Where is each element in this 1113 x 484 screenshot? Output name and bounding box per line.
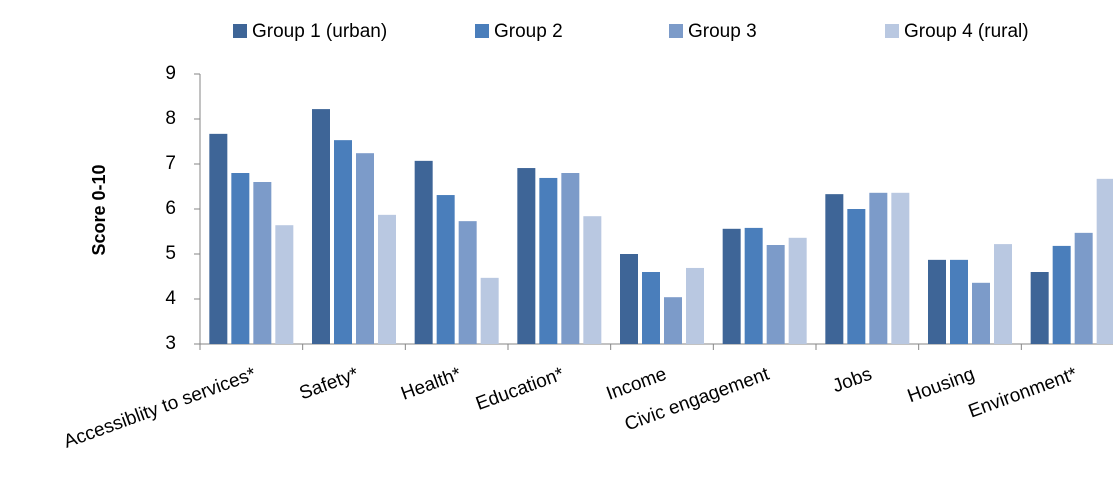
bar: [620, 254, 638, 344]
bar: [1074, 232, 1093, 344]
bar: [561, 173, 580, 344]
y-axis-label: Score 0-10: [89, 164, 109, 255]
y-tick-label: 9: [165, 63, 176, 84]
bar: [891, 192, 910, 344]
y-tick-label: 8: [165, 108, 176, 129]
bar: [847, 209, 866, 344]
legend-label: Group 1 (urban): [252, 21, 387, 42]
bar: [869, 192, 888, 344]
legend-swatch: [885, 24, 899, 38]
bar: [1052, 245, 1071, 344]
bar: [664, 297, 682, 344]
bar: [642, 272, 660, 344]
bar: [253, 182, 272, 344]
bar: [1030, 272, 1049, 344]
bar: [480, 277, 499, 344]
bar: [312, 109, 330, 344]
bar: [928, 259, 946, 344]
bar: [517, 168, 536, 344]
legend-label: Group 4 (rural): [904, 21, 1029, 42]
x-tick-label: Health*: [398, 363, 464, 404]
bar: [539, 177, 558, 344]
bar: [744, 227, 763, 344]
bar: [414, 160, 433, 344]
bar: [231, 173, 250, 344]
bar: [766, 245, 785, 344]
bar: [788, 237, 807, 344]
bar: [436, 195, 455, 344]
x-tick-label: Safety*: [297, 363, 362, 404]
y-tick-label: 6: [165, 198, 176, 219]
legend-swatch: [669, 24, 683, 38]
y-tick-label: 4: [165, 288, 176, 309]
y-tick-label: 3: [165, 333, 176, 354]
bar: [378, 214, 396, 344]
bar: [686, 267, 704, 344]
bar: [334, 140, 352, 344]
bar: [994, 244, 1012, 344]
legend-label: Group 2: [494, 21, 563, 42]
y-tick-label: 5: [165, 243, 176, 264]
bar: [950, 259, 968, 344]
bar: [458, 221, 477, 344]
bar: [722, 228, 741, 344]
x-tick-label: Environment*: [966, 363, 1081, 422]
bar: [356, 153, 374, 344]
bar: [209, 133, 228, 344]
legend-swatch: [233, 24, 247, 38]
x-tick-label: Jobs: [830, 364, 875, 397]
bar: [275, 225, 294, 344]
legend-label: Group 3: [688, 21, 757, 42]
y-tick-label: 7: [165, 153, 176, 174]
bar: [972, 282, 990, 344]
bar: [583, 216, 602, 344]
bar: [1096, 178, 1113, 344]
x-tick-label: Housing: [905, 364, 978, 408]
x-tick-label: Income: [604, 364, 670, 405]
legend-swatch: [475, 24, 489, 38]
bar: [825, 194, 844, 344]
x-tick-label: Accessiblity to services*: [61, 363, 259, 452]
x-tick-label: Education*: [473, 363, 567, 414]
